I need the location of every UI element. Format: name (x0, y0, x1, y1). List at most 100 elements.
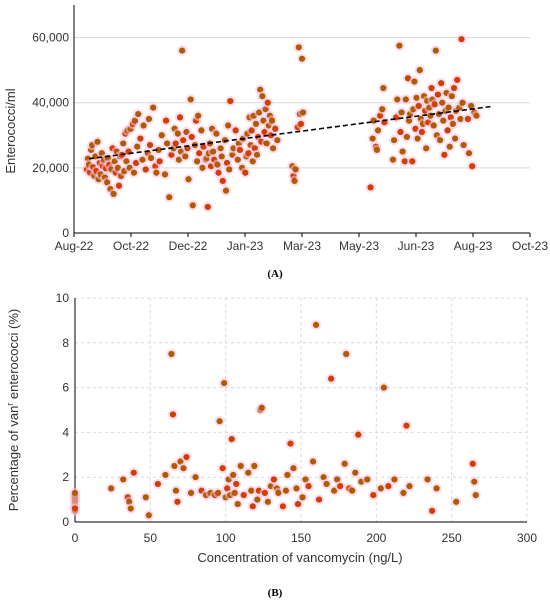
panel-b-data-point (228, 436, 235, 443)
panel-b-data-point (309, 458, 317, 465)
panel-b-data-point (279, 503, 287, 510)
panel-b-data-point (299, 494, 306, 501)
panel-a-x-tick-label: Aug-23 (454, 239, 493, 253)
panel-b-data-point (171, 462, 178, 470)
panel-a-data-point (213, 130, 220, 137)
panel-b-data-point (290, 465, 297, 472)
panel-b-data-point (120, 476, 127, 483)
panel-a-x-tick-label: May-23 (339, 239, 379, 253)
panel-a-data-point (450, 84, 458, 92)
panel-a-data-point (236, 146, 244, 154)
panel-a-data-point (295, 44, 302, 51)
panel-b-y-tick-label: 2 (62, 470, 69, 484)
panel-b-data-point (230, 471, 237, 479)
panel-a-chart: 0 20,000 40,000 60,000 Aug-22 Oct-22 Dec-22 Ja… (3, 5, 548, 280)
panel-a-data-point (153, 169, 160, 176)
panel-b-data-point (174, 498, 181, 505)
panel-a-data-point (150, 104, 157, 111)
panel-b-data-point (219, 465, 226, 472)
panel-b-data-point (377, 485, 384, 492)
panel-b-x-tick-label: 100 (216, 531, 236, 545)
panel-a-data-point (438, 80, 445, 87)
panel-b-data-point (145, 512, 152, 519)
panel-b-data-point (370, 492, 377, 499)
panel-a-data-point (195, 112, 202, 119)
panel-a-data-point (457, 115, 464, 123)
panel-a-data-point (448, 93, 455, 100)
panel-b-data-point (400, 489, 407, 496)
panel-a-data-point (110, 190, 117, 198)
panel-b-data-point (177, 458, 184, 465)
panel-b-data-point (403, 422, 410, 429)
panel-a-data-point (269, 145, 277, 152)
panel-b-data-point (258, 404, 265, 411)
panel-a-data-point (249, 158, 256, 165)
panel-a-data-point (454, 76, 461, 84)
panel-b-data-point (380, 384, 387, 391)
panel-b-data-point (294, 500, 302, 508)
panel-a-data-point (390, 137, 398, 144)
panel-a-data-point (252, 120, 260, 127)
panel-a-data-point (142, 166, 149, 173)
panel-b-data-point (221, 380, 228, 387)
panel-a-data-point (449, 120, 457, 127)
panel-a-trendline (88, 105, 491, 160)
panel-a-data-point (464, 115, 472, 123)
panel-a-data-point (473, 112, 480, 119)
panel-a-axes (73, 5, 531, 237)
panel-a-data-point (140, 122, 147, 129)
panel-b-data-point (284, 471, 291, 479)
panel-a-data-point (413, 94, 420, 101)
panel-b-data-point (287, 440, 294, 447)
panel-b-label: (B) (268, 587, 283, 599)
panel-b-data-point (180, 465, 187, 472)
panel-b-data-point (231, 489, 238, 496)
panel-b-data-points (69, 319, 481, 521)
panel-b-y-tick-labels: 0 2 4 6 8 10 (56, 291, 70, 529)
panel-a-data-point (267, 132, 275, 139)
panel-a-data-point (217, 145, 224, 152)
panel-a-data-point (469, 163, 476, 170)
panel-a-data-point (232, 127, 239, 134)
panel-b-y-tick-label: 4 (62, 425, 69, 439)
panel-a-data-point (373, 146, 381, 154)
panel-a-data-point (409, 158, 416, 165)
panel-b-data-point (315, 496, 323, 503)
panel-b-data-point (215, 489, 222, 496)
panel-a-data-point (268, 117, 276, 124)
panel-a-data-point (403, 133, 411, 141)
panel-b-x-tick-label: 150 (291, 531, 311, 545)
panel-a-data-point (291, 177, 298, 184)
panel-a-data-point (423, 145, 430, 152)
panel-a-x-tick-label: Jun-23 (398, 239, 435, 253)
panel-b-y-axis-title-superscript: r (5, 403, 15, 406)
panel-a-data-point (431, 101, 438, 108)
panel-a-data-point (418, 128, 425, 136)
panel-a-data-point (139, 156, 146, 163)
panel-b-x-tick-label: 250 (442, 531, 462, 545)
panel-a-data-point (115, 182, 123, 189)
panel-a-data-point (161, 171, 169, 178)
panel-a-data-point (180, 137, 187, 144)
panel-a-x-tick-label: Mar-23 (283, 239, 321, 253)
panel-b-data-point (216, 418, 223, 425)
panel-a-data-point (166, 194, 173, 201)
panel-a-data-point (430, 122, 437, 129)
panel-a-data-point (174, 130, 181, 137)
panel-b-data-point (248, 487, 255, 494)
panel-b-data-point (341, 460, 348, 467)
panel-b-x-axis-title: Concentration of vancomycin (ng/L) (197, 550, 402, 565)
panel-b-data-point (240, 492, 247, 499)
panel-a-data-point (428, 84, 435, 92)
panel-b-data-point (472, 492, 479, 499)
panel-a-data-point (189, 202, 196, 209)
panel-b-data-point (71, 489, 79, 496)
panel-b-data-point (343, 350, 350, 358)
panel-b-data-point (323, 480, 330, 488)
panel-b-y-tick-label: 8 (62, 336, 69, 350)
panel-a-data-point (432, 47, 439, 54)
panel-b-data-point (127, 505, 134, 512)
panel-a-data-point (179, 47, 186, 54)
panel-a-data-points (81, 34, 482, 213)
